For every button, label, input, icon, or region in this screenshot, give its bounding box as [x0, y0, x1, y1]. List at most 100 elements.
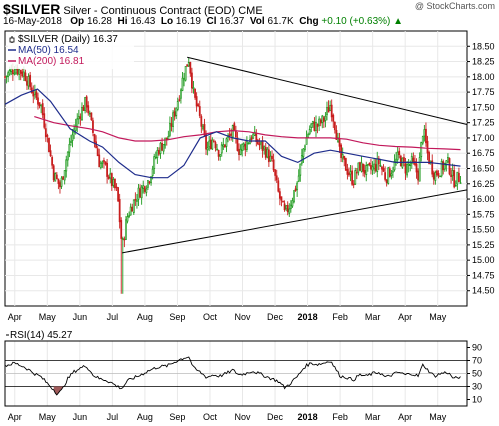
- candle-body: [288, 208, 291, 214]
- candle-body: [297, 175, 300, 182]
- candle-body: [84, 97, 87, 111]
- candle-body: [220, 144, 223, 154]
- chart-title: $SILVER Silver - Continuous Contract (EO…: [3, 1, 263, 17]
- x-tick-label: Sep: [169, 412, 185, 422]
- candle-body: [209, 139, 212, 150]
- candle-body: [43, 113, 46, 128]
- candle-body: [147, 180, 149, 188]
- candle-body: [340, 144, 343, 159]
- candle-body: [63, 170, 66, 181]
- candle-body: [308, 128, 311, 135]
- candle-body: [431, 160, 434, 175]
- candle-body: [79, 116, 82, 119]
- candle-body: [5, 75, 8, 78]
- y-tick-label: 15.25: [472, 240, 495, 250]
- legend-background: [8, 33, 134, 69]
- open-value: 16.28: [86, 16, 112, 27]
- candle-body: [203, 124, 206, 136]
- candle-body: [223, 144, 226, 148]
- candle-body: [189, 62, 192, 74]
- candle-body: [241, 143, 244, 151]
- candle-body: [60, 177, 63, 187]
- candle-body: [250, 137, 253, 140]
- volume-value: 61.7K: [267, 16, 294, 27]
- candle-body: [15, 69, 17, 74]
- x-tick-label: Feb: [332, 312, 348, 322]
- candle-body: [329, 105, 332, 111]
- candle-body: [382, 168, 385, 172]
- x-tick-label: May: [39, 412, 57, 422]
- candle-body: [418, 157, 421, 182]
- candle-body: [139, 188, 141, 198]
- ma50-line: [4, 88, 461, 179]
- candle-body: [41, 103, 44, 116]
- candle-body: [228, 134, 231, 136]
- x-tick-label: May: [429, 412, 447, 422]
- candle-body: [104, 161, 107, 165]
- low-label: Lo: [160, 16, 174, 27]
- x-tick-label: Oct: [203, 412, 218, 422]
- candle-body: [233, 123, 236, 131]
- candle-body: [21, 71, 24, 77]
- candle-body: [365, 164, 368, 176]
- x-tick-label: Apr: [398, 312, 412, 322]
- candle-body: [13, 72, 16, 75]
- candle-body: [33, 89, 36, 96]
- x-tick-label: Dec: [267, 412, 284, 422]
- candle-body: [245, 141, 248, 150]
- candle-body: [293, 190, 295, 203]
- candle-body: [212, 140, 215, 143]
- candle-body: [260, 141, 262, 145]
- candle-body: [346, 169, 349, 175]
- candle-body: [121, 238, 124, 240]
- candle-body: [286, 204, 289, 213]
- candle-body: [195, 96, 198, 107]
- candle-body: [234, 130, 237, 138]
- y-tick-label: 16.25: [472, 179, 495, 189]
- y-tick-label: 18.25: [472, 57, 495, 67]
- x-tick-label: Sep: [169, 312, 185, 322]
- y-tick-label: 90: [472, 343, 482, 353]
- candle-body: [142, 185, 145, 189]
- candle-body: [99, 162, 102, 169]
- candle-body: [49, 150, 52, 157]
- candle-body: [321, 115, 324, 124]
- candle-body: [278, 191, 281, 199]
- candle-body: [216, 148, 218, 151]
- candle-body: [169, 122, 171, 136]
- candle-body: [348, 172, 350, 176]
- candle-body: [211, 139, 214, 150]
- y-tick-label: 30: [472, 382, 482, 392]
- candle-body: [148, 181, 151, 184]
- candle-body: [140, 186, 143, 199]
- candle-body: [136, 199, 138, 202]
- x-tick-label: Feb: [332, 412, 348, 422]
- candle-body: [305, 137, 308, 145]
- candle-body: [406, 164, 408, 176]
- candle-body: [230, 133, 233, 136]
- candle-body: [442, 161, 445, 171]
- x-tick-label: May: [429, 312, 447, 322]
- candle-body: [123, 238, 126, 241]
- change-label: Chg: [299, 16, 319, 27]
- candle-body: [451, 170, 454, 177]
- y-tick-label: 17.75: [472, 87, 495, 97]
- candle-body: [377, 158, 380, 165]
- candle-body: [137, 187, 140, 200]
- change-value: +0.10 (+0.63%): [321, 16, 391, 27]
- candle-body: [392, 170, 394, 173]
- candle-body: [256, 139, 259, 145]
- candle-body: [162, 144, 165, 152]
- high-label: Hi: [117, 16, 128, 27]
- candle-body: [90, 112, 93, 121]
- candle-body: [272, 159, 275, 171]
- x-tick-label: Jul: [107, 412, 119, 422]
- candle-body: [176, 101, 179, 110]
- y-tick-label: 18.00: [472, 72, 495, 82]
- candle-body: [200, 116, 203, 127]
- candle-body: [282, 200, 284, 203]
- candle-body: [24, 72, 27, 81]
- x-tick-label: Mar: [365, 312, 381, 322]
- candle-body: [178, 99, 181, 101]
- candle-body: [175, 107, 178, 117]
